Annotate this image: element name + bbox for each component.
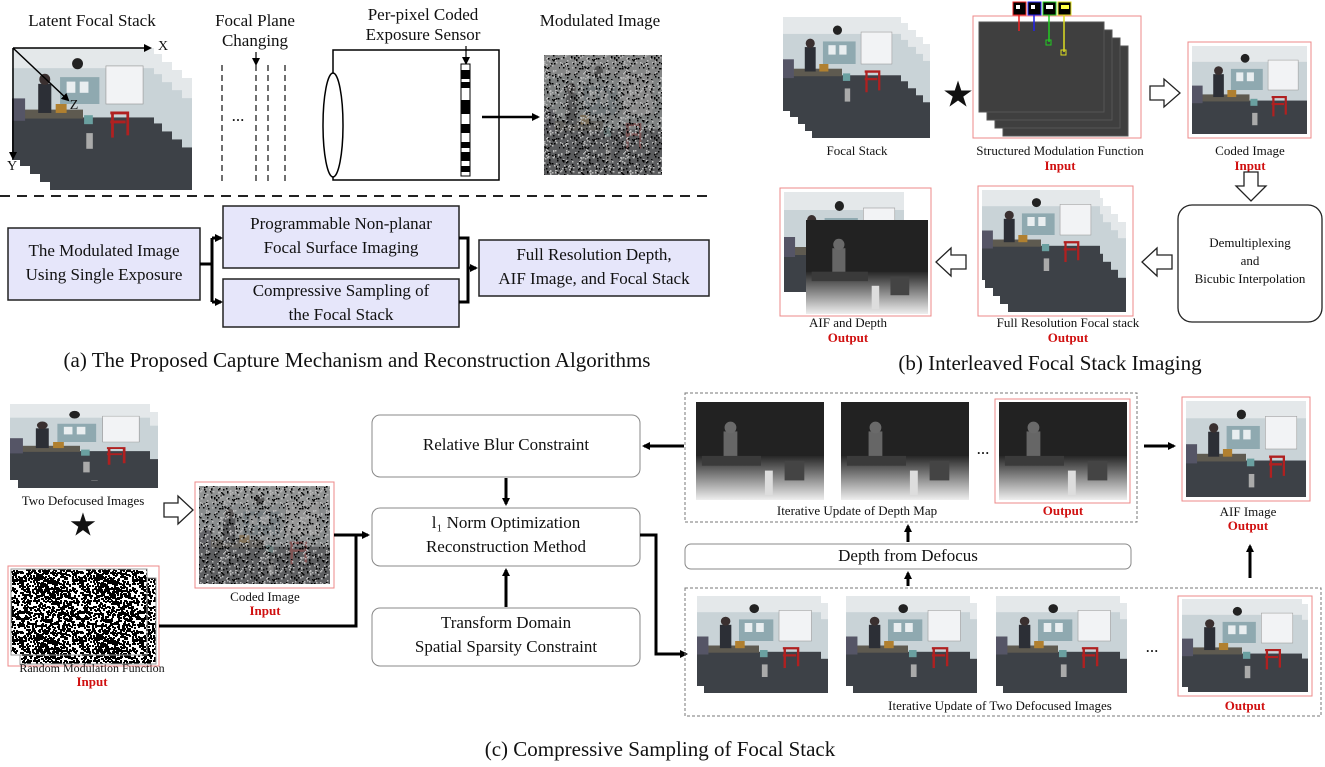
rect <box>979 22 1104 112</box>
image <box>996 596 1120 686</box>
box-text: Focal Surface Imaging <box>264 238 419 257</box>
tag: Output <box>1228 518 1269 533</box>
texture <box>461 100 470 109</box>
label: AIF Image <box>1220 504 1277 519</box>
path <box>640 535 686 654</box>
label: Modulated Image <box>540 11 660 30</box>
image <box>999 402 1127 500</box>
panel-a: Latent Focal Stack X Z Y Focal Plane Cha… <box>0 5 712 372</box>
panel-b: Focal Stack ★ Structured Modulation Func… <box>780 2 1322 375</box>
image <box>10 404 150 480</box>
caption: (a) The Proposed Capture Mechanism and R… <box>64 348 651 372</box>
image <box>982 190 1100 280</box>
polygon <box>936 248 966 276</box>
label: Changing <box>222 31 289 50</box>
label: AIF and Depth <box>809 315 887 330</box>
tag: Input <box>249 603 281 618</box>
rect <box>1061 5 1069 9</box>
texture <box>461 152 470 161</box>
box-text: Depth from Defocus <box>838 546 978 565</box>
box-text: The Modulated Image <box>28 241 179 260</box>
polygon <box>1150 79 1180 107</box>
texture <box>461 124 470 133</box>
figure: Latent Focal Stack X Z Y Focal Plane Cha… <box>0 0 1325 767</box>
label: Bicubic Interpolation <box>1195 271 1306 286</box>
image <box>846 596 970 686</box>
image <box>1192 46 1307 134</box>
tag: Output <box>1225 698 1266 713</box>
label: Iterative Update of Depth Map <box>777 503 937 518</box>
label: Structured Modulation Function <box>976 143 1144 158</box>
box-text: Reconstruction Method <box>426 537 587 556</box>
rect <box>11 569 147 655</box>
texture <box>461 70 470 79</box>
polygon <box>1236 172 1266 201</box>
box-text: Relative Blur Constraint <box>423 435 589 454</box>
texture <box>461 108 470 114</box>
tag: Output <box>828 330 869 345</box>
label: Focal Stack <box>826 143 888 158</box>
label: Random Modulation Function <box>19 661 164 675</box>
panel-c: Two Defocused Images ★ Random Modulation… <box>8 393 1321 761</box>
tag: Output <box>1043 503 1084 518</box>
label: Focal Plane <box>215 11 295 30</box>
label: and <box>1241 253 1260 268</box>
rect <box>1046 5 1053 9</box>
image <box>806 220 928 314</box>
ellipsis: ... <box>232 106 245 125</box>
polygon <box>164 496 193 524</box>
star: ★ <box>69 506 98 542</box>
axis-label: Y <box>7 159 17 174</box>
image <box>696 402 824 500</box>
box-text: AIF Image, and Focal Stack <box>498 269 690 288</box>
image <box>841 402 969 500</box>
rect <box>333 50 499 180</box>
tag: Input <box>1044 158 1076 173</box>
ellipse <box>323 73 343 177</box>
rect <box>1031 5 1035 9</box>
star: ★ <box>942 74 974 114</box>
texture <box>461 166 470 172</box>
image <box>697 596 821 686</box>
tag: Output <box>1048 330 1089 345</box>
axis-label: Z <box>70 98 79 113</box>
tag: Input <box>76 674 108 689</box>
label: Coded Image <box>230 589 300 604</box>
label: Coded Image <box>1215 143 1285 158</box>
box-text: l₁ Norm Optimization <box>432 513 581 532</box>
tag: Input <box>1234 158 1266 173</box>
image <box>783 17 901 111</box>
axis-label: X <box>158 39 168 54</box>
box-text: Using Single Exposure <box>26 265 183 284</box>
ellipsis: ... <box>1146 637 1159 656</box>
ellipsis: ... <box>977 439 990 458</box>
box-text: Spatial Sparsity Constraint <box>415 637 598 656</box>
label: Latent Focal Stack <box>28 11 156 30</box>
box-text: the Focal Stack <box>289 305 394 324</box>
rect <box>199 486 330 584</box>
image <box>1186 401 1306 497</box>
label: Iterative Update of Two Defocused Images <box>888 698 1112 713</box>
box-text: Compressive Sampling of <box>253 281 430 300</box>
label: Demultiplexing <box>1209 235 1291 250</box>
label: Full Resolution Focal stack <box>997 315 1140 330</box>
texture <box>461 82 470 88</box>
texture <box>461 142 470 148</box>
polygon <box>1142 248 1172 276</box>
page: {"panel_a": {"stack_label": "Latent Foca… <box>0 0 1325 767</box>
rect <box>1016 5 1020 9</box>
label: Per-pixel Coded <box>368 5 479 24</box>
image <box>12 48 154 160</box>
box-text: Full Resolution Depth, <box>516 245 671 264</box>
caption: (b) Interleaved Focal Stack Imaging <box>898 351 1202 375</box>
box-text: Programmable Non-planar <box>250 214 432 233</box>
sensor <box>461 64 470 176</box>
label: Exposure Sensor <box>366 25 481 44</box>
rect <box>544 55 662 175</box>
box-text: Transform Domain <box>441 613 572 632</box>
image <box>1182 599 1302 687</box>
caption: (c) Compressive Sampling of Focal Stack <box>485 737 836 761</box>
